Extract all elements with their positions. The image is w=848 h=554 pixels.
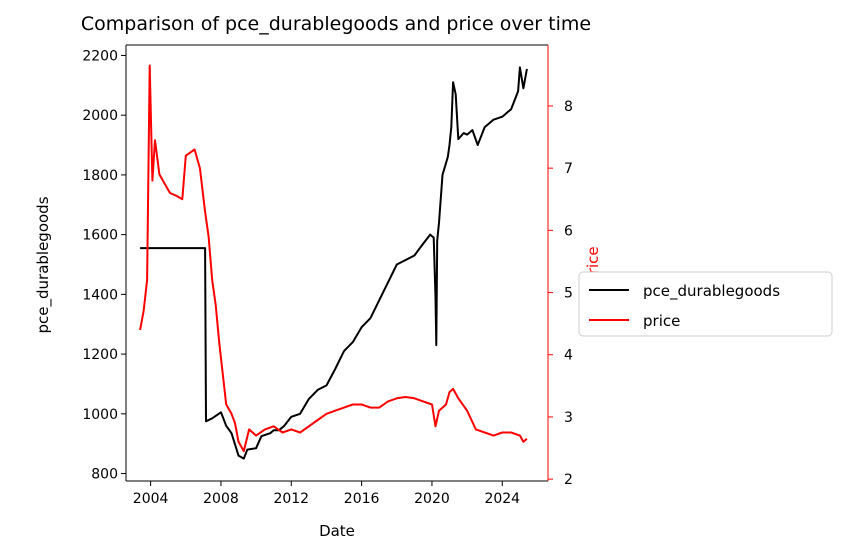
chart-title: Comparison of pce_durablegoods and price…: [81, 13, 591, 35]
legend-frame: [578, 271, 833, 337]
series-line-pce-durablegoods: [140, 66, 528, 460]
axes-layer: 2004 2008 2012 2016 2020 2024 800 1000 1200 1400 1…: [82, 44, 573, 507]
y-tick-label-right: 6: [564, 223, 573, 239]
legend: pce_durablegoods price: [578, 271, 833, 337]
y-tick-label-left: 800: [91, 467, 118, 483]
y-tick-label-right: 3: [564, 410, 573, 426]
y-tick-label-left: 1200: [82, 347, 118, 363]
y-tick-label-right: 4: [564, 348, 573, 364]
x-axis-label: Date: [319, 522, 355, 540]
legend-label-price: price: [643, 312, 680, 330]
y-tick-label-left: 1800: [82, 168, 118, 184]
x-tick-label: 2004: [133, 491, 169, 507]
series-line-price: [139, 64, 528, 453]
series-layer: [139, 64, 528, 460]
y-tick-label-left: 2000: [82, 108, 118, 124]
x-tick-label: 2012: [273, 491, 309, 507]
x-tick-label: 2020: [414, 491, 450, 507]
y-tick-label-right: 8: [564, 99, 573, 115]
legend-label-pce-durablegoods: pce_durablegoods: [643, 282, 780, 301]
x-tick-label: 2024: [484, 491, 520, 507]
y-axis-label-left: pce_durablegoods: [34, 196, 53, 333]
x-tick-label: 2008: [203, 491, 239, 507]
y-tick-label-left: 1400: [82, 287, 118, 303]
y-tick-label-right: 2: [564, 472, 573, 488]
y-tick-label-right: 7: [564, 161, 573, 177]
y-tick-label-right: 5: [564, 286, 573, 302]
y-tick-label-left: 1000: [82, 407, 118, 423]
y-tick-label-left: 1600: [82, 228, 118, 244]
y-tick-label-left: 2200: [82, 48, 118, 64]
x-tick-label: 2016: [344, 491, 380, 507]
